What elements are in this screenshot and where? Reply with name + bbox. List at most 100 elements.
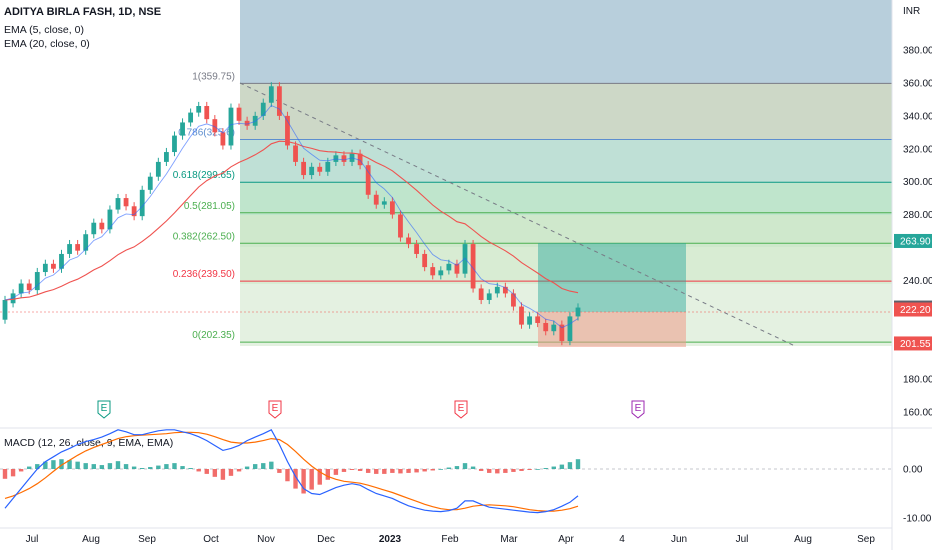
- macd-histogram-bar: [478, 469, 484, 471]
- fib-zone-4: [240, 215, 892, 247]
- candle: [204, 106, 210, 120]
- candle: [478, 288, 484, 300]
- macd-histogram-bar: [454, 466, 460, 469]
- candle: [454, 263, 460, 274]
- time-tick: Mar: [500, 534, 518, 545]
- price-tick: 300.00: [903, 177, 932, 188]
- trend-line[interactable]: [239, 82, 796, 347]
- fib-label: 0.786(325.6): [178, 128, 235, 139]
- earnings-marker[interactable]: [268, 400, 282, 419]
- macd-histogram-bar: [559, 464, 565, 469]
- candle: [26, 283, 32, 291]
- candle: [180, 122, 185, 136]
- candle: [543, 322, 549, 332]
- price-badge-label: 222.20: [900, 305, 931, 316]
- macd-histogram-bar: [204, 469, 209, 474]
- macd-histogram-bar: [139, 468, 145, 469]
- candle: [172, 135, 177, 153]
- price-badge: [894, 302, 932, 317]
- macd-histogram-bar: [382, 469, 387, 474]
- earnings-marker[interactable]: [97, 400, 111, 419]
- fib-label: 0.382(262.50): [173, 231, 235, 242]
- macd-histogram-bar: [228, 469, 234, 476]
- candle: [155, 161, 161, 177]
- price-tick: 360.00: [903, 79, 932, 90]
- earnings-marker[interactable]: [454, 400, 468, 419]
- candle: [2, 299, 8, 320]
- long-target-zone[interactable]: [538, 243, 686, 312]
- macd-histogram-bar: [172, 463, 177, 469]
- macd-histogram-bar: [164, 464, 169, 469]
- time-tick: Oct: [203, 534, 219, 545]
- price-tick: 340.00: [903, 111, 932, 122]
- macd-histogram-bar: [341, 469, 347, 472]
- candle: [164, 152, 169, 162]
- candle: [99, 222, 105, 230]
- ema20-line: [4, 140, 579, 301]
- macd-histogram-bar: [252, 464, 258, 469]
- macd-histogram-bar: [309, 469, 314, 490]
- candle: [389, 201, 395, 215]
- macd-histogram-bar: [156, 465, 161, 469]
- fib-label: 1(359.75): [192, 71, 235, 82]
- price-tick: 180.00: [903, 374, 932, 385]
- earnings-label: E: [458, 403, 465, 414]
- earnings-label: E: [635, 403, 642, 414]
- earnings-marker[interactable]: [631, 400, 645, 419]
- candle: [67, 244, 72, 254]
- candle: [42, 263, 48, 273]
- macd-histogram-bar: [59, 459, 64, 469]
- macd-histogram-bar: [551, 466, 556, 469]
- macd-histogram-bar: [67, 460, 72, 469]
- macd-histogram-bar: [495, 469, 500, 474]
- time-tick: Apr: [558, 534, 574, 545]
- macd-histogram-bar: [446, 467, 452, 469]
- candle: [486, 293, 492, 300]
- fib-zone-2: [240, 139, 892, 183]
- macd-histogram-bar: [317, 469, 322, 485]
- candle: [244, 120, 250, 126]
- candle: [285, 115, 290, 146]
- candle: [414, 244, 419, 254]
- candle: [228, 107, 234, 146]
- macd-histogram-bar: [357, 469, 363, 471]
- candle: [309, 166, 315, 176]
- macd-legend: MACD (12, 26, close, 9, EMA, EMA): [4, 437, 174, 449]
- candle: [83, 234, 89, 251]
- candle: [34, 272, 40, 291]
- price-badge-label: 263.90: [900, 236, 931, 247]
- macd-tick: 0.00: [903, 465, 923, 476]
- earnings-label: E: [101, 403, 108, 414]
- macd-histogram-bar: [470, 466, 476, 469]
- candle: [196, 106, 202, 113]
- candle: [317, 166, 323, 172]
- candle: [147, 176, 153, 190]
- ema5-legend: EMA (5, close, 0): [4, 24, 84, 36]
- macd-histogram-bar: [462, 463, 468, 469]
- candle: [10, 293, 16, 304]
- macd-histogram-bar: [301, 469, 306, 494]
- price-tick: 160.00: [903, 407, 932, 418]
- macd-histogram-bar: [293, 469, 298, 489]
- candle: [260, 102, 266, 116]
- macd-histogram-bar: [422, 469, 427, 472]
- candle: [551, 324, 557, 332]
- candle: [212, 119, 218, 133]
- candle: [293, 145, 298, 162]
- fib-zone-5: [240, 247, 892, 284]
- candle: [276, 86, 282, 116]
- candle: [268, 86, 274, 103]
- fib-label: 0.618(299.65): [173, 170, 235, 181]
- macd-histogram-bar: [261, 463, 266, 469]
- macd-histogram-bar: [131, 466, 137, 469]
- macd-histogram-bar: [519, 469, 524, 471]
- candle: [236, 107, 242, 121]
- time-tick: Sep: [857, 534, 875, 545]
- time-tick: Sep: [138, 534, 156, 545]
- price-tick: 320.00: [903, 144, 932, 155]
- macd-histogram-bar: [438, 469, 444, 470]
- fib-label: 0.236(239.50): [173, 269, 235, 280]
- macd-histogram-bar: [244, 466, 250, 469]
- candle: [535, 316, 541, 323]
